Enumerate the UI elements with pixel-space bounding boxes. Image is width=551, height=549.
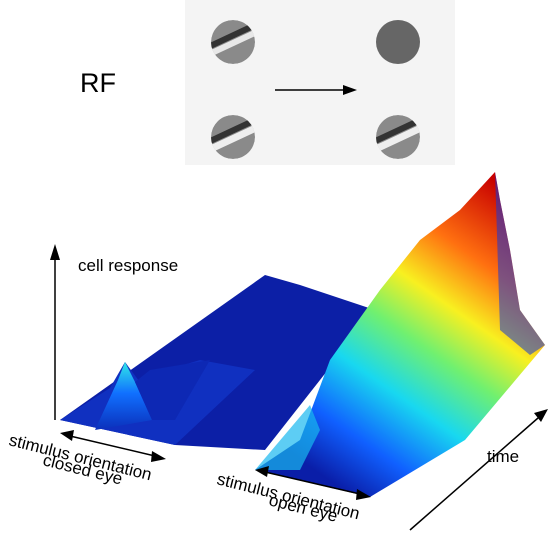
- rf-label: RF: [80, 68, 116, 98]
- figure: RF cell response time stimulus orientati…: [0, 0, 551, 549]
- time-label: time: [487, 447, 519, 466]
- rf-patches: [185, 0, 455, 165]
- response-label: cell response: [78, 256, 178, 275]
